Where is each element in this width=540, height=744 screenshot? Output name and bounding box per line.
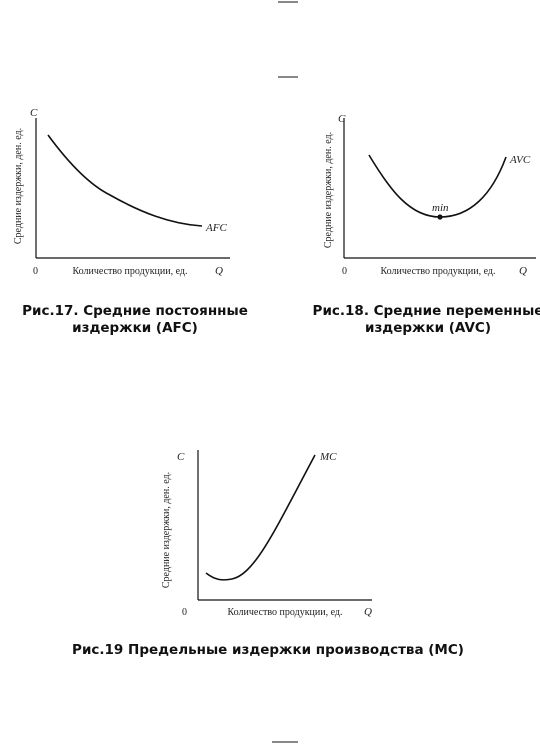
x-axis-label: Количество продукции, ед. (72, 266, 187, 277)
caption: Рис.19 Предельные издержки производства … (72, 642, 464, 658)
x-axis-letter: Q (215, 265, 223, 277)
min-label: min (432, 202, 449, 214)
origin: 0 (182, 607, 187, 618)
y-axis-label: Средние издержки, ден. ед. (323, 132, 334, 248)
mc-curve (205, 454, 316, 581)
origin: 0 (342, 266, 347, 277)
min-point (437, 214, 443, 220)
caption: Рис.18. Средние переменные (313, 303, 540, 319)
y-axis-letter: C (177, 451, 185, 463)
x-axis-label: Количество продукции, ед. (227, 607, 342, 618)
x-axis-letter: Q (519, 265, 527, 277)
y-axis-letter: C (30, 107, 38, 119)
curve-label: AFC (205, 222, 227, 234)
y-axis-letter: C (338, 113, 346, 125)
figure-avc: min C Средние издержки, ден. ед. 0 Колич… (313, 113, 540, 336)
y-axis-label: Средние издержки, ден. ед. (13, 128, 24, 244)
curve-label: MC (319, 451, 337, 463)
caption: издержки (AVC) (365, 320, 491, 336)
caption: издержки (AFC) (72, 320, 198, 336)
figure-afc: C Средние издержки, ден. ед. 0 Количеств… (13, 107, 248, 336)
afc-curve (47, 134, 203, 227)
origin: 0 (33, 266, 38, 277)
caption: Рис.17. Средние постоянные (22, 303, 248, 319)
curve-label: AVC (509, 154, 531, 166)
x-axis-label: Количество продукции, ед. (380, 266, 495, 277)
x-axis-letter: Q (364, 606, 372, 618)
y-axis-label: Средние издержки, ден. ед. (161, 472, 172, 588)
figure-mc: C Средние издержки, ден. ед. 0 Количеств… (72, 450, 464, 658)
